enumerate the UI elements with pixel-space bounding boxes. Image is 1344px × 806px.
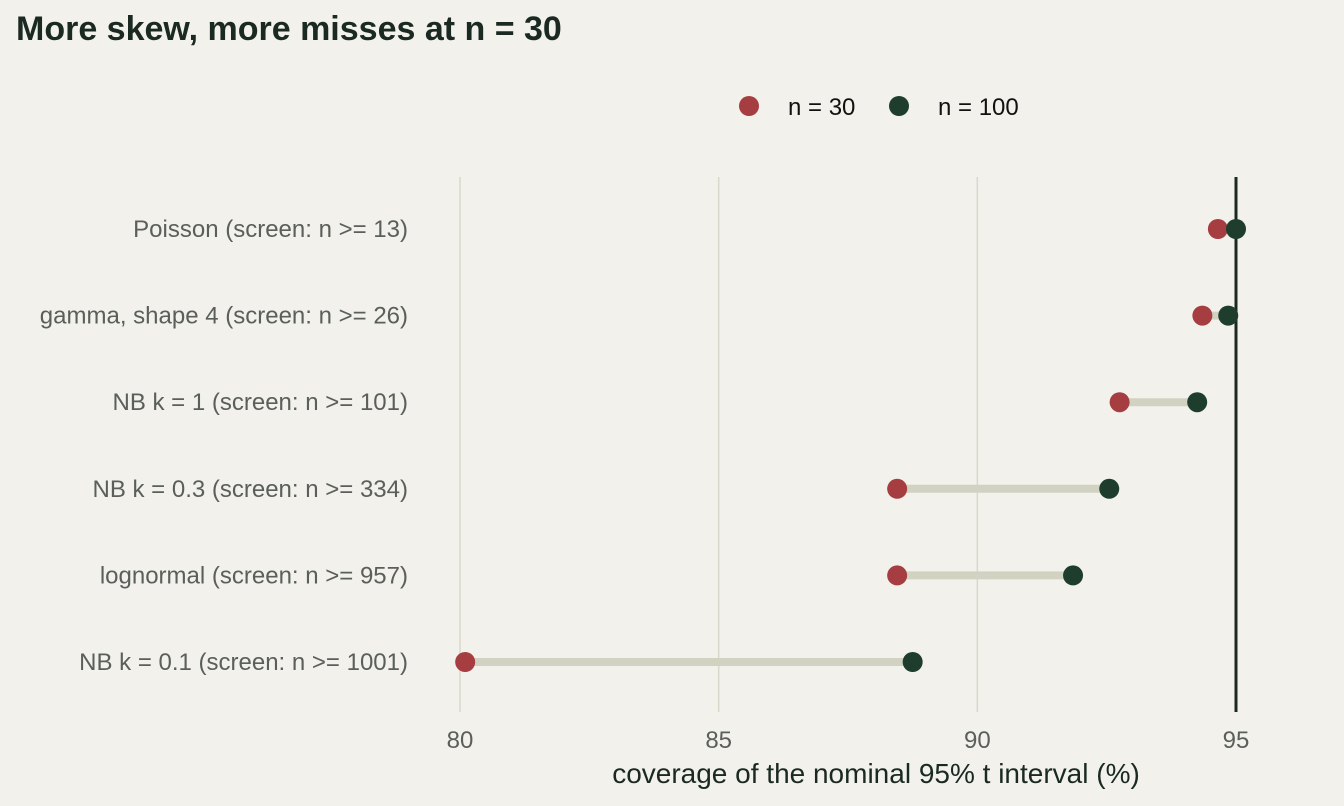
- data-point: [1226, 219, 1246, 239]
- data-point: [887, 565, 908, 586]
- legend: n = 30 n = 100: [739, 94, 1019, 121]
- x-tick-label: 80: [447, 727, 474, 754]
- data-point: [1218, 305, 1239, 326]
- category-label: Poisson (screen: n >= 13): [133, 216, 408, 243]
- data-point: [1187, 392, 1208, 413]
- legend-label: n = 100: [938, 94, 1019, 121]
- data-point: [902, 652, 923, 672]
- category-label: NB k = 0.1 (screen: n >= 1001): [79, 649, 408, 676]
- legend-label: n = 30: [788, 94, 855, 121]
- category-label: lognormal (screen: n >= 957): [100, 562, 408, 589]
- data-point: [1109, 392, 1130, 413]
- data-point: [887, 478, 908, 499]
- data-point: [1192, 305, 1213, 326]
- category-label: gamma, shape 4 (screen: n >= 26): [40, 303, 408, 330]
- data-point: [1207, 219, 1228, 239]
- gridlines: [459, 177, 979, 712]
- category-label: NB k = 1 (screen: n >= 101): [113, 389, 409, 416]
- data-point: [455, 652, 476, 672]
- data-point: [1099, 478, 1120, 499]
- legend-marker: [739, 96, 759, 116]
- x-tick-label: 95: [1223, 727, 1250, 754]
- x-tick-label: 90: [964, 727, 991, 754]
- legend-marker: [889, 96, 909, 116]
- x-axis-label: coverage of the nominal 95% t interval (…: [612, 758, 1140, 789]
- category-label: NB k = 0.3 (screen: n >= 334): [92, 476, 408, 503]
- points: [455, 219, 1246, 672]
- connectors: [465, 225, 1236, 666]
- x-tick-label: 85: [705, 727, 732, 754]
- chart-title: More skew, more misses at n = 30: [16, 10, 562, 48]
- category-labels: Poisson (screen: n >= 13) gamma, shape 4 …: [40, 216, 408, 676]
- x-tick-labels: 80 85 90 95: [447, 727, 1250, 754]
- data-point: [1063, 565, 1084, 586]
